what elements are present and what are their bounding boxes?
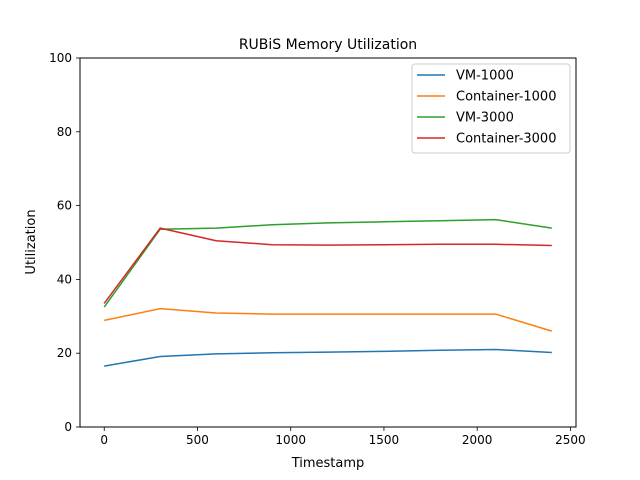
legend-label-0: VM-1000	[456, 69, 514, 84]
x-axis: 0 500 1000 1500 2000 2500	[100, 427, 586, 447]
y-tick-label-4: 80	[57, 125, 72, 139]
x-tick-label-0: 0	[100, 433, 108, 447]
legend-label-3: Container-3000	[456, 132, 556, 147]
series-line-2	[103, 218, 552, 308]
x-tick-label-5: 2500	[555, 433, 586, 447]
series-line-1	[104, 307, 553, 332]
x-tick-label-4: 2000	[462, 433, 493, 447]
x-tick-label-1: 500	[186, 433, 209, 447]
series-line-0	[104, 348, 552, 367]
legend: VM-1000 Container-1000 VM-3000 Container-30…	[411, 63, 571, 154]
plot-frame	[79, 57, 577, 428]
x-axis-label: Timestamp	[291, 456, 365, 471]
y-axis-label: Utilization	[24, 209, 39, 274]
y-axis: 0 20 40 60 80 100	[49, 51, 80, 434]
y-tick-label-5: 100	[49, 51, 72, 65]
y-tick-label-2: 40	[57, 272, 72, 286]
legend-label-1: Container-1000	[456, 90, 556, 105]
chart-title: RUBiS Memory Utilization	[239, 37, 417, 53]
y-tick-label-0: 0	[64, 420, 72, 434]
legend-frame	[411, 63, 571, 154]
y-tick-label-1: 20	[57, 346, 72, 360]
series-line-3	[103, 227, 552, 304]
y-tick-label-3: 60	[57, 199, 72, 213]
x-tick-label-2: 1000	[275, 433, 306, 447]
legend-label-2: VM-3000	[456, 111, 514, 126]
series-group	[103, 218, 553, 367]
x-tick-label-3: 1500	[369, 433, 400, 447]
